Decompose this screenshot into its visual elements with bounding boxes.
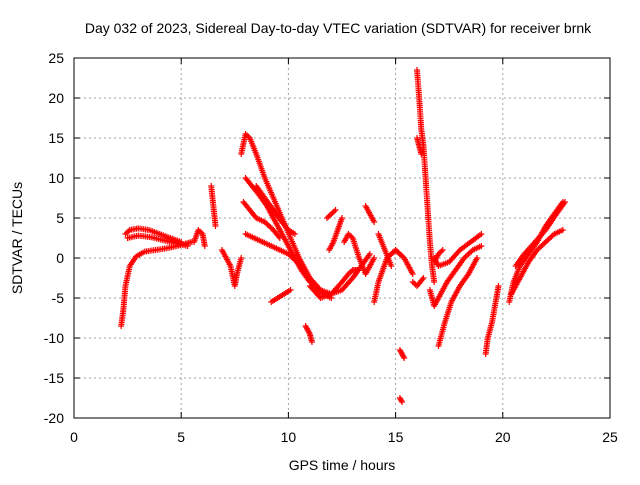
series-track-r <box>362 203 378 225</box>
series-track-ab <box>426 243 485 309</box>
data-point <box>306 329 313 336</box>
series-track-l <box>268 287 294 305</box>
data-point <box>201 243 208 249</box>
data-point <box>478 231 485 237</box>
data-point <box>238 255 245 261</box>
y-tick-label: 25 <box>48 50 64 66</box>
series-track-d <box>191 227 208 249</box>
x-tick-label: 20 <box>495 429 511 445</box>
data-point <box>420 275 427 281</box>
x-tick-label: 25 <box>602 429 618 445</box>
data-point <box>212 223 219 229</box>
data-point <box>399 399 406 405</box>
x-axis-label: GPS time / hours <box>289 457 396 473</box>
marks-layer <box>118 67 568 405</box>
series-track-k <box>253 183 298 237</box>
y-tick-label: -15 <box>44 370 64 386</box>
y-tick-label: -5 <box>52 290 65 306</box>
data-point <box>339 215 345 221</box>
series-track-i <box>240 199 283 241</box>
series-track-a <box>118 239 195 329</box>
series-track-ae <box>482 283 502 357</box>
ticks-layer: 0 5 10 15 20 25 -20 -15 -10 -5 0 5 10 15 20 25 <box>44 50 618 445</box>
series-track-x <box>409 275 427 289</box>
y-tick-label: 15 <box>48 130 64 146</box>
series-track-w <box>396 395 406 405</box>
x-tick-label: 0 <box>70 429 78 445</box>
plot-frame <box>73 57 611 419</box>
data-point <box>419 276 426 283</box>
series-track-n <box>306 267 361 301</box>
data-point <box>308 339 315 345</box>
series-track-o <box>326 215 345 253</box>
data-point <box>291 231 298 237</box>
x-tick-label: 15 <box>388 429 404 445</box>
data-point <box>332 207 339 213</box>
series-track-ah <box>512 199 568 269</box>
series-track-s <box>371 247 416 305</box>
data-point <box>418 151 425 157</box>
series-track-m <box>302 323 315 345</box>
data-point <box>561 199 568 205</box>
series-track-e <box>208 183 219 229</box>
series-track-h <box>242 175 313 285</box>
data-point <box>396 251 403 257</box>
data-point <box>401 355 408 361</box>
data-point <box>409 271 416 277</box>
series-track-ag <box>508 227 566 297</box>
data-point <box>478 243 485 249</box>
y-tick-label: 20 <box>48 90 64 106</box>
series-track-v <box>396 347 408 361</box>
y-tick-label: 10 <box>48 170 64 186</box>
data-point <box>287 287 294 293</box>
y-tick-label: 0 <box>56 250 64 266</box>
data-point <box>439 247 446 253</box>
data-point <box>495 283 502 289</box>
chart-title: Day 032 of 2023, Sidereal Day-to-day VTE… <box>85 20 592 36</box>
y-tick-label: -20 <box>44 410 64 426</box>
data-point <box>371 255 378 261</box>
data-point <box>388 263 395 269</box>
series-track-c <box>124 232 191 249</box>
data-point <box>559 227 566 233</box>
data-point <box>184 243 191 249</box>
series-track-f <box>218 247 245 289</box>
data-point <box>371 219 378 225</box>
series-track-z <box>414 135 425 157</box>
x-tick-label: 5 <box>177 429 185 445</box>
data-point <box>275 233 282 240</box>
series-track-u <box>388 247 403 257</box>
series-track-ac <box>435 255 481 349</box>
series-track-t <box>375 231 395 269</box>
data-point <box>398 397 405 404</box>
series-track-j <box>242 231 335 301</box>
x-tick-label: 10 <box>281 429 297 445</box>
data-point <box>431 279 438 285</box>
data-point <box>366 251 373 257</box>
series-track-q <box>323 207 339 221</box>
y-tick-label: 5 <box>56 210 64 226</box>
data-point <box>400 353 407 360</box>
y-tick-label: -10 <box>44 330 64 346</box>
series-track-y <box>414 67 438 285</box>
series-track-ad <box>431 247 446 265</box>
data-point <box>354 267 361 273</box>
series-track-p <box>341 231 378 277</box>
data-point <box>474 255 481 261</box>
y-axis-label: SDTVAR / TECUs <box>9 182 25 294</box>
data-point <box>276 235 283 241</box>
